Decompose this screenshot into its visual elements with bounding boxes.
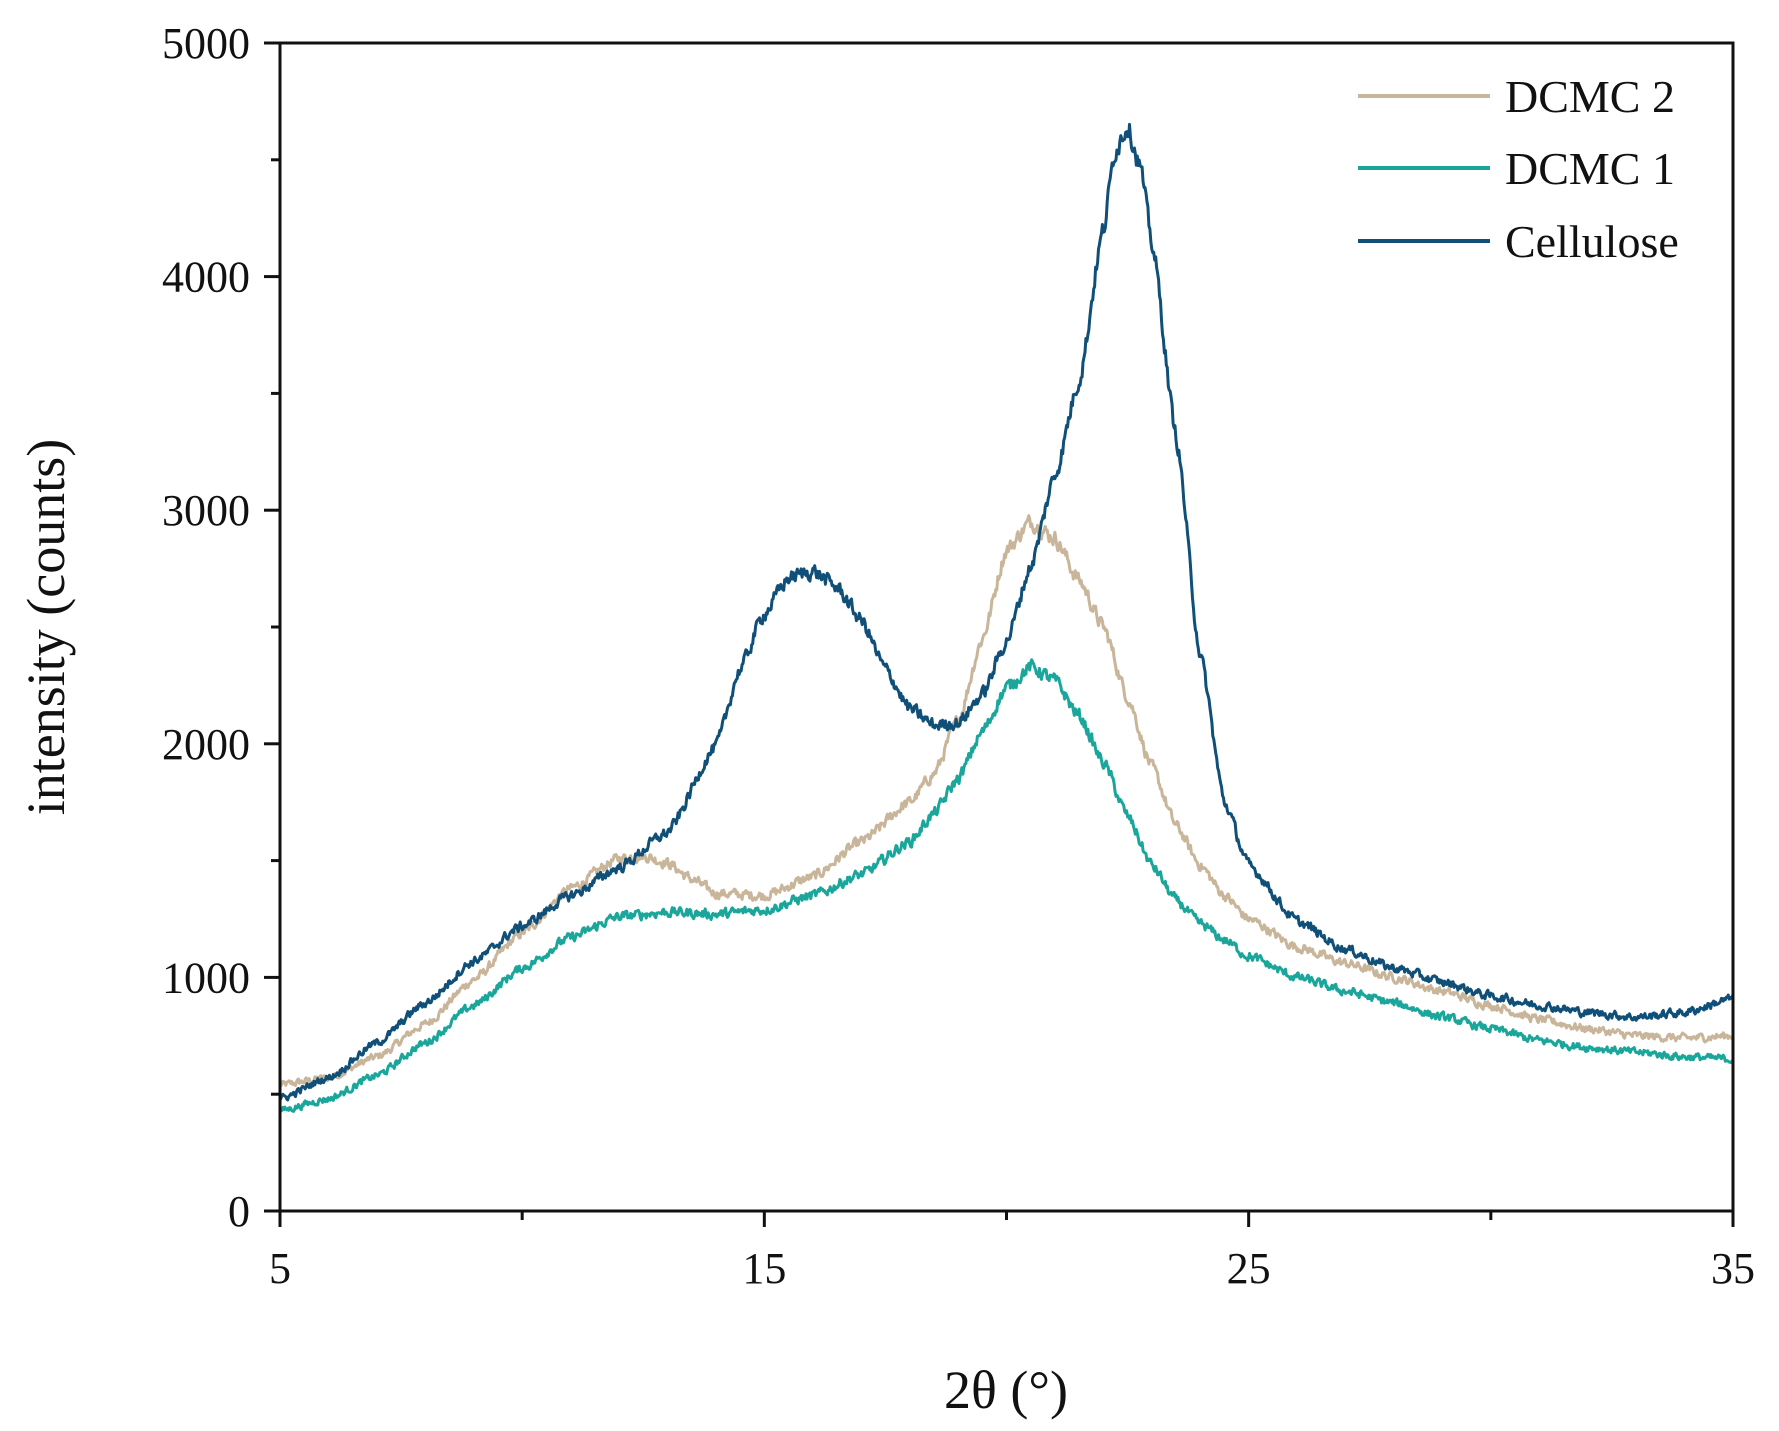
x-tick-label: 15	[742, 1244, 786, 1293]
y-tick-label: 2000	[162, 720, 250, 769]
y-tick-label: 4000	[162, 253, 250, 302]
legend-item-dcmc-1: DCMC 1	[1358, 143, 1675, 194]
y-tick-label: 1000	[162, 953, 250, 1002]
legend-label: DCMC 2	[1505, 71, 1675, 122]
legend-item-dcmc-2: DCMC 2	[1358, 71, 1675, 122]
series-line-cellulose	[278, 122, 1735, 1102]
series-line-dcmc-1	[278, 658, 1734, 1113]
series-layer	[278, 122, 1735, 1113]
legend-label: DCMC 1	[1505, 143, 1675, 194]
legend-item-cellulose: Cellulose	[1358, 216, 1679, 267]
x-tick-label: 25	[1227, 1244, 1271, 1293]
ticks-layer: 5 15 25 35 0 1000 2000 3000 4000 5000	[162, 19, 1755, 1293]
x-tick-label: 35	[1711, 1244, 1755, 1293]
legend: DCMC 2 DCMC 1 Cellulose	[1358, 71, 1679, 267]
x-axis-title: 2θ (°)	[944, 1360, 1068, 1420]
legend-label: Cellulose	[1505, 216, 1679, 267]
y-tick-label: 5000	[162, 19, 250, 68]
y-tick-label: 3000	[162, 486, 250, 535]
y-tick-label: 0	[228, 1187, 250, 1236]
x-tick-label: 5	[269, 1244, 291, 1293]
y-axis-title: intensity (counts)	[16, 439, 76, 815]
